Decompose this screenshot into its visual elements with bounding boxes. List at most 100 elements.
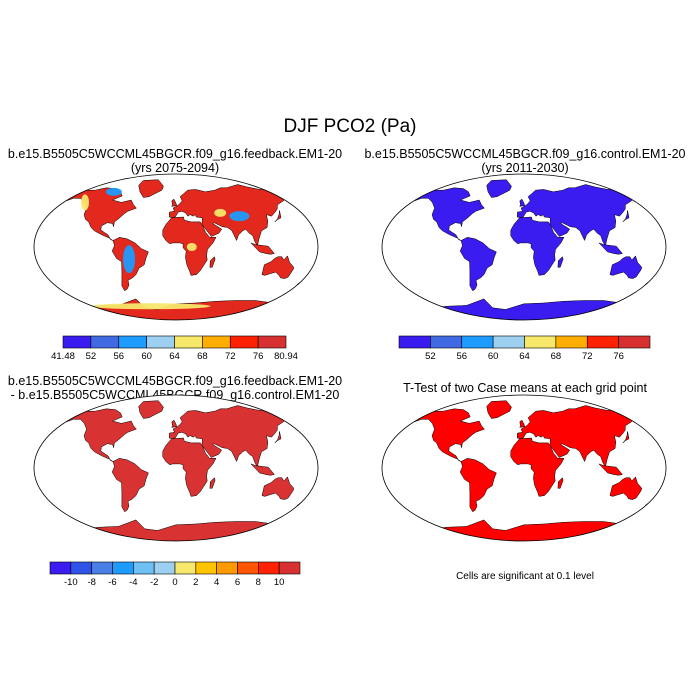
panel-feedback-colorbar-label-6: 72 <box>225 351 236 362</box>
panel-difference-colorbar-label-5: 0 <box>172 577 177 588</box>
panel-feedback-map <box>33 173 319 321</box>
panel-ttest-land-north-america <box>411 408 485 462</box>
panel-control-colorbar-box-3 <box>492 335 525 349</box>
panel-feedback-colorbar-label-7: 76 <box>253 351 264 362</box>
panel-ttest-land-britain <box>519 419 526 428</box>
panel-difference-colorbar: -10 -8 -6 -4 -2 0 2 4 6 8 10 <box>49 561 301 588</box>
panel-feedback-map-border <box>33 173 319 321</box>
panel-ttest-map-border <box>381 394 667 542</box>
panel-ttest-land-africa <box>510 437 565 497</box>
panel-control-colorbar-label-5: 72 <box>582 351 593 362</box>
panel-ttest-land-greenland <box>486 400 512 419</box>
panel-feedback-colorbar-box-7 <box>257 335 287 349</box>
panel-ttest-land-south-america <box>459 458 497 513</box>
panel-feedback-colorbar-box-1 <box>90 335 120 349</box>
panel-difference-map <box>33 394 319 542</box>
panel-feedback-anomaly-patch-2 <box>229 211 250 222</box>
panel-control-land-japan <box>622 210 630 223</box>
panel-control-colorbar-box-4 <box>524 335 557 349</box>
panel-difference-colorbar-box-5 <box>153 561 176 575</box>
panel-difference-colorbar-box-1 <box>70 561 92 575</box>
panel-feedback-colorbar-box-2 <box>118 335 147 349</box>
panel-difference-land-north-america <box>63 408 137 462</box>
panel-control-title: b.e15.B5505C5WCCML45BGCR.f09_g16.control… <box>350 147 700 175</box>
panel-difference-colorbar-box-10 <box>258 561 280 575</box>
panel-difference-colorbar-label-0: -10 <box>64 577 78 588</box>
panel-difference-land-eurasia <box>169 405 295 468</box>
panel-difference-land-madagascar <box>209 477 216 489</box>
panel-feedback-anomaly-patch-0 <box>123 245 136 274</box>
panel-difference-colorbar-label-4: -2 <box>150 577 158 588</box>
panel-feedback-title: b.e15.B5505C5WCCML45BGCR.f09_g16.feedbac… <box>0 147 350 175</box>
panel-difference-colorbar-box-11 <box>278 561 301 575</box>
panel-control-map <box>381 173 667 321</box>
panel-control-land-africa <box>510 216 565 276</box>
panel-difference-land-britain <box>171 419 178 428</box>
panel-difference-colorbar-label-2: -6 <box>108 577 116 588</box>
panel-difference-colorbar-label-3: -4 <box>129 577 137 588</box>
figure-title: DJF PCO2 (Pa) <box>283 116 417 137</box>
panel-feedback-colorbar-label-2: 56 <box>113 351 124 362</box>
panel-ttest-title: T-Test of two Case means at each grid po… <box>403 381 647 395</box>
panel-feedback-anomaly-patch-6 <box>105 187 122 196</box>
panel-ttest-map <box>381 394 667 542</box>
panel-ttest-land-australia <box>609 476 643 500</box>
panel-feedback-land-north-america <box>63 187 137 241</box>
panel-control-land-madagascar <box>557 256 564 268</box>
panel-feedback-colorbar-box-6 <box>229 335 259 349</box>
panel-feedback-colorbar-box-4 <box>174 335 203 349</box>
panel-feedback-land-greenland <box>138 179 164 198</box>
panel-difference-colorbar-label-7: 4 <box>214 577 219 588</box>
panel-control-colorbar-label-6: 76 <box>613 351 624 362</box>
panel-difference-map-border <box>33 394 319 542</box>
panel-control-colorbar-label-4: 68 <box>551 351 562 362</box>
panel-feedback-colorbar-label-1: 52 <box>86 351 97 362</box>
panel-feedback-anomaly-patch-4 <box>186 243 197 251</box>
panel-control-colorbar-label-3: 64 <box>519 351 530 362</box>
panel-control-map-border <box>381 173 667 321</box>
panel-control-colorbar-box-0 <box>398 335 431 349</box>
panel-difference-colorbar-box-9 <box>237 561 259 575</box>
panel-feedback-title-line1: b.e15.B5505C5WCCML45BGCR.f09_g16.feedbac… <box>7 147 343 161</box>
panel-difference-colorbar-label-8: 6 <box>235 577 240 588</box>
panel-control-title-line2: (yrs 2011-2030) <box>481 161 569 175</box>
panel-control-title-line1: b.e15.B5505C5WCCML45BGCR.f09_g16.control… <box>364 147 686 161</box>
panel-control-land-greenland <box>486 179 512 198</box>
panel-control-colorbar-label-2: 60 <box>488 351 499 362</box>
panel-feedback-colorbar-label-3: 60 <box>141 351 152 362</box>
panel-control-colorbar: 52 56 60 64 68 72 76 <box>398 335 651 362</box>
panel-feedback-colorbar-label-4: 64 <box>169 351 180 362</box>
panel-feedback-land-madagascar <box>209 256 216 268</box>
panel-difference-colorbar-box-6 <box>174 561 197 575</box>
panel-feedback-colorbar-box-0 <box>62 335 92 349</box>
significance-note: Cells are significant at 0.1 level <box>456 571 594 582</box>
panel-control-land-eurasia <box>517 184 643 247</box>
panel-difference-land-japan <box>274 431 282 444</box>
panel-difference-colorbar-label-9: 8 <box>256 577 261 588</box>
panel-ttest-land-eurasia <box>517 405 643 468</box>
panel-feedback-colorbar-label-8: 80.94 <box>274 351 298 362</box>
panel-feedback-colorbar-label-0: 41.48 <box>51 351 75 362</box>
panel-control-colorbar-box-7 <box>618 335 651 349</box>
panel-control-land-south-america <box>459 237 497 292</box>
panel-feedback-colorbar: 41.48 52 56 60 64 68 72 76 80.94 <box>51 335 298 362</box>
panel-feedback-anomaly-patch-3 <box>214 208 227 217</box>
panel-feedback-title-line2: (yrs 2075-2094) <box>130 161 220 175</box>
panel-control-land-indonesia <box>598 242 623 255</box>
panel-control-land-australia <box>609 255 643 279</box>
panel-difference-colorbar-box-3 <box>112 561 134 575</box>
panel-difference-land-africa <box>162 437 217 497</box>
panel-feedback-land-britain <box>171 198 178 207</box>
panel-feedback-land-indonesia <box>250 242 275 255</box>
panel-control-colorbar-box-6 <box>586 335 619 349</box>
panel-difference-land-south-america <box>111 458 149 513</box>
panel-difference-land-australia <box>261 476 295 500</box>
panel-control-land-britain <box>519 198 526 207</box>
panel-difference-title-line1: b.e15.B5505C5WCCML45BGCR.f09_g16.feedbac… <box>7 374 343 388</box>
panel-difference-colorbar-label-10: 10 <box>274 577 285 588</box>
panel-control-colorbar-box-5 <box>555 335 588 349</box>
panel-difference-colorbar-box-8 <box>216 561 238 575</box>
panel-feedback-land-japan <box>274 210 282 223</box>
panel-feedback-anomaly-patch-1 <box>81 194 90 211</box>
